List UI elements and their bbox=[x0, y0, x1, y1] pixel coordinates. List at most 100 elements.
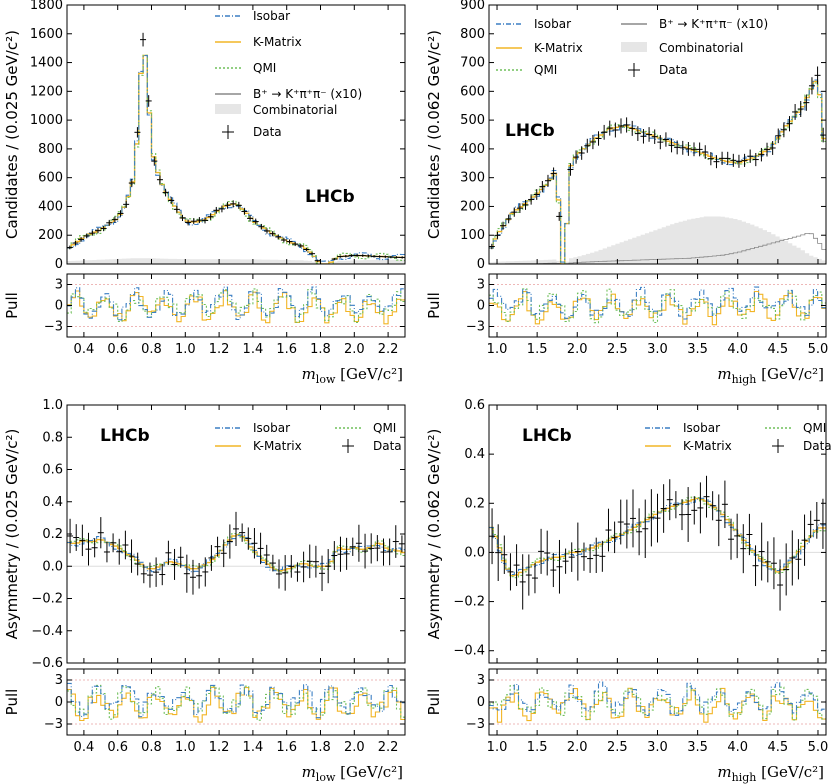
data-point bbox=[269, 231, 276, 237]
kmatrix-legend-label: K-Matrix bbox=[253, 35, 302, 49]
data-point bbox=[740, 524, 747, 574]
y-tick-label: 600 bbox=[460, 84, 485, 99]
data-point bbox=[380, 538, 387, 566]
data-point bbox=[235, 201, 242, 209]
bkpp-line bbox=[489, 233, 826, 264]
kmatrix-legend-label: K-Matrix bbox=[253, 439, 302, 453]
y-tick-label: 0.6 bbox=[42, 463, 63, 478]
legend-item-qmi: QMI bbox=[335, 421, 396, 435]
plot-area bbox=[67, 511, 405, 595]
data-point bbox=[573, 150, 580, 164]
data-point bbox=[803, 94, 810, 111]
data-point bbox=[679, 140, 686, 155]
y-tick-label: 400 bbox=[38, 199, 63, 214]
data-point bbox=[728, 518, 735, 560]
legend-item-isobar: Isobar bbox=[215, 9, 290, 23]
legend-item-kmatrix: K-Matrix bbox=[496, 41, 583, 55]
legend-item-data: Data bbox=[628, 63, 688, 77]
data-point bbox=[797, 100, 804, 118]
data-point bbox=[371, 255, 378, 258]
data-point bbox=[83, 233, 90, 239]
data-point bbox=[550, 553, 557, 588]
data-point bbox=[276, 559, 283, 589]
x-tick-label: 1.2 bbox=[209, 342, 230, 357]
data-point bbox=[697, 482, 704, 534]
data-point bbox=[159, 563, 166, 586]
qmi-pull bbox=[489, 288, 826, 324]
y-tick-label: 0.8 bbox=[42, 430, 63, 445]
data-point bbox=[165, 540, 172, 565]
data-point bbox=[297, 244, 304, 248]
data-point bbox=[595, 131, 602, 146]
data-point bbox=[196, 562, 203, 589]
data-point bbox=[617, 118, 624, 134]
data-point bbox=[300, 551, 307, 583]
x-tick-label: 1.8 bbox=[310, 740, 331, 755]
data-point bbox=[820, 127, 826, 143]
x-tick-label: 4.5 bbox=[768, 740, 789, 755]
pull-y-tick-label: 0 bbox=[55, 299, 63, 314]
x-tick-label: 0.8 bbox=[141, 342, 162, 357]
x-tick-label: 3.0 bbox=[647, 740, 668, 755]
pull-plot-area bbox=[489, 284, 826, 327]
y-tick-label: −0.4 bbox=[31, 624, 63, 639]
data-point bbox=[85, 532, 92, 566]
kmatrix-pull bbox=[489, 687, 826, 723]
data-point bbox=[116, 538, 123, 565]
pull-panel: −3 0 3 Pull 1.0 1.5 2.0 2.5 3.0 3.5 4.0 4.5 5.0 mhigh… bbox=[425, 668, 828, 784]
pull-y-tick-label: 3 bbox=[477, 278, 485, 293]
x-tick-label: 3.5 bbox=[687, 342, 708, 357]
legend-item-qmi: QMI bbox=[496, 63, 557, 77]
data-point bbox=[226, 524, 233, 559]
x-tick-label: 5.0 bbox=[808, 342, 829, 357]
data-point bbox=[122, 530, 129, 560]
data-point bbox=[224, 201, 231, 209]
data-point bbox=[611, 521, 618, 554]
data-point bbox=[103, 541, 110, 563]
data-point bbox=[73, 524, 80, 551]
isobar-legend-label: Isobar bbox=[534, 17, 571, 31]
data-point bbox=[735, 154, 742, 168]
y-tick-label: 0.0 bbox=[42, 559, 63, 574]
data-point bbox=[269, 554, 276, 572]
data-point bbox=[544, 174, 551, 187]
x-axis-label: mlow [GeV/c²] bbox=[302, 763, 403, 784]
data-legend-label: Data bbox=[253, 125, 282, 139]
data-point bbox=[648, 489, 655, 547]
data-point bbox=[342, 254, 349, 258]
y-tick-label: 0.4 bbox=[42, 495, 63, 510]
data-point bbox=[612, 122, 619, 138]
x-tick-label: 1.6 bbox=[276, 342, 297, 357]
pull-plot-area bbox=[67, 284, 405, 327]
data-point bbox=[792, 104, 799, 120]
qmi-curve bbox=[489, 82, 826, 264]
legend-item-kmatrix: K-Matrix bbox=[215, 35, 302, 49]
data-point bbox=[280, 237, 287, 243]
legend-item-isobar: Isobar bbox=[645, 421, 720, 435]
legend: Isobar K-Matrix QMI Data bbox=[215, 421, 402, 453]
data-point bbox=[786, 116, 793, 132]
data-point bbox=[94, 228, 101, 234]
data-legend-label: Data bbox=[373, 439, 402, 453]
data-point bbox=[153, 557, 160, 587]
data-legend-label: Data bbox=[803, 439, 831, 453]
lhcb-label: LHCb bbox=[522, 426, 572, 446]
data-point bbox=[359, 254, 366, 257]
data-point bbox=[355, 524, 362, 562]
y-tick-label: 0.4 bbox=[464, 447, 485, 462]
x-tick-label: 2.0 bbox=[344, 740, 365, 755]
pull-y-tick-label: −3 bbox=[466, 320, 485, 335]
data-point bbox=[239, 523, 246, 542]
x-tick-label: 2.2 bbox=[378, 740, 399, 755]
x-tick-label: 0.8 bbox=[141, 740, 162, 755]
isobar-legend-label: Isobar bbox=[683, 421, 720, 435]
data-point bbox=[528, 194, 535, 205]
data-point bbox=[567, 163, 574, 176]
data-point bbox=[319, 555, 326, 592]
data-point bbox=[168, 196, 175, 205]
y-tick-label: 0.2 bbox=[42, 527, 63, 542]
pull-y-tick-label: 0 bbox=[477, 695, 485, 710]
pull-axis-label: Pull bbox=[425, 689, 443, 716]
legend-item-bkpp: B⁺ → K⁺π⁺π⁻ (x10) bbox=[215, 87, 362, 101]
data-point bbox=[263, 228, 270, 234]
